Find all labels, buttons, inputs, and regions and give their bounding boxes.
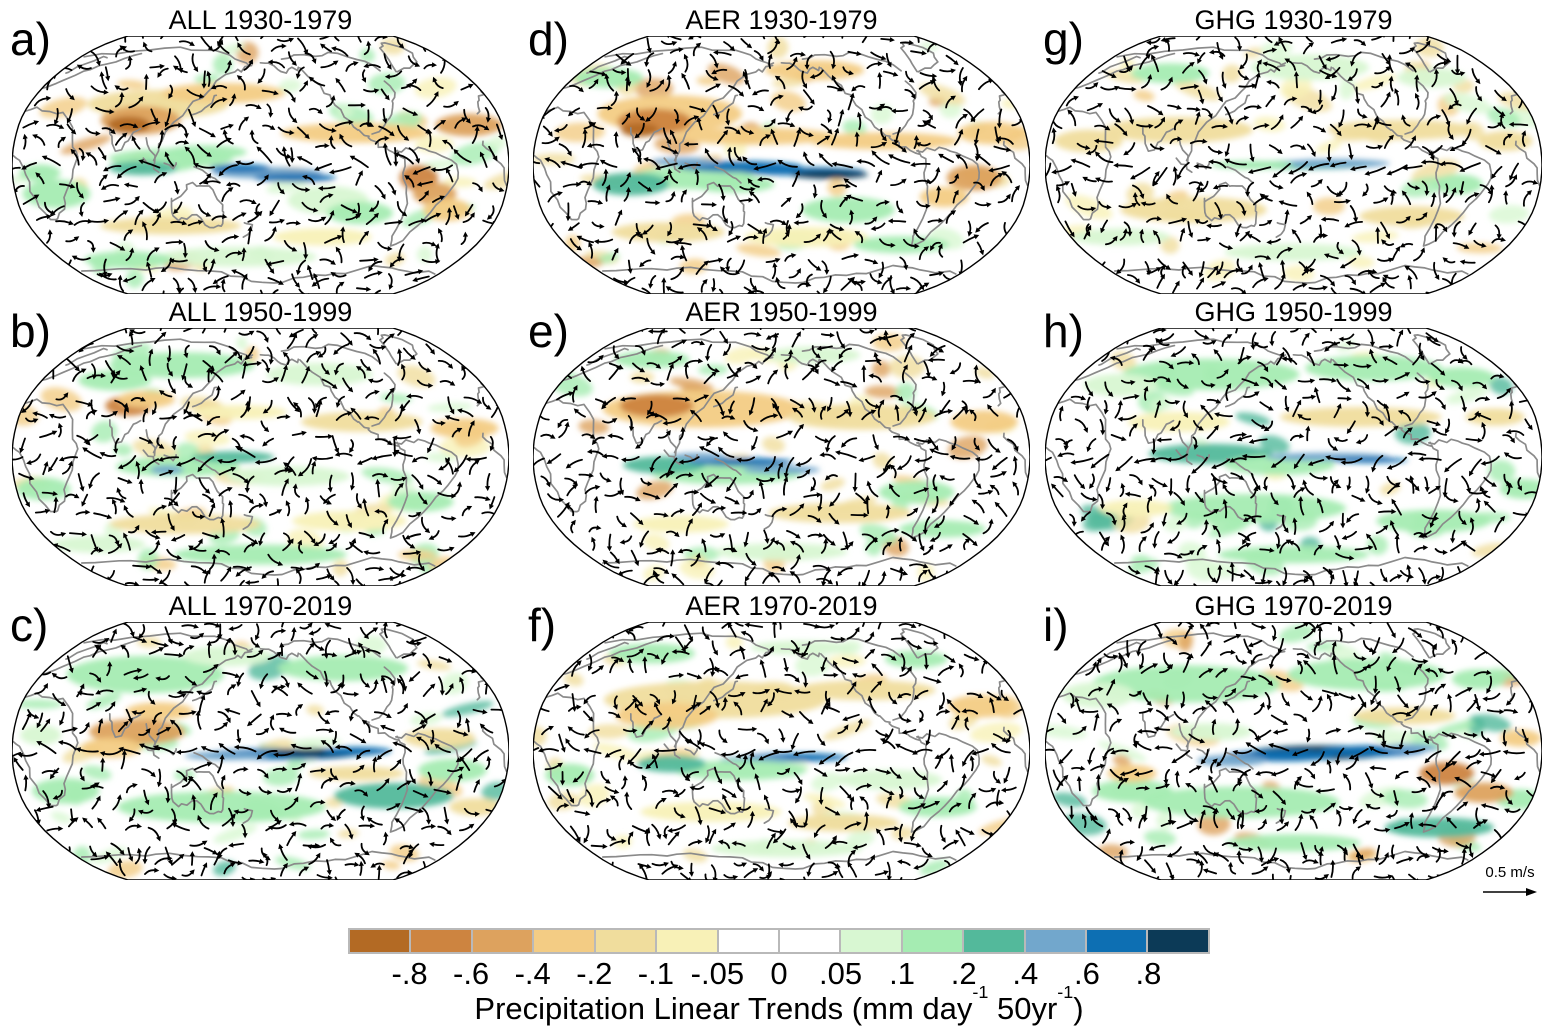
vector-scale-label: 0.5 m/s [1485, 864, 1535, 881]
colorbar-tick--.6: -.6 [453, 956, 490, 991]
colorbar-label: Precipitation Linear Trends (mm day-1 50… [248, 982, 1310, 1027]
panel-label-f: f) [528, 599, 557, 651]
map-c [12, 622, 509, 880]
wind-vectors [1045, 36, 1539, 294]
map-a [12, 36, 509, 294]
colorbar-tick-.05: .05 [819, 956, 863, 991]
colorbar-label-sup1: -1 [972, 981, 989, 1002]
map-b [12, 328, 509, 586]
vector-scale-arrow-icon [1483, 888, 1537, 896]
panel-title-g: GHG 1930-1979 [1194, 5, 1393, 35]
panel-label-g: g) [1043, 13, 1084, 65]
map-i [1045, 622, 1542, 880]
colorbar-tick-.6: .6 [1073, 956, 1100, 991]
wind-vectors [533, 622, 1030, 880]
colorbar-cell-10 [964, 930, 1024, 952]
panel-label-c: c) [10, 599, 49, 651]
vector-scale: 0.5 m/s [1464, 864, 1553, 897]
wind-vectors [12, 622, 509, 880]
colorbar-tick--.1: -.1 [637, 956, 674, 991]
wind-vectors [533, 328, 1026, 586]
panel-title-e: AER 1950-1999 [685, 297, 878, 327]
colorbar-tick-0: 0 [770, 956, 788, 991]
colorbar-cell-11 [1025, 930, 1086, 952]
colorbar-tick--.8: -.8 [391, 956, 428, 991]
colorbar-cell-2 [472, 930, 533, 952]
panel-title-a: ALL 1930-1979 [168, 5, 353, 35]
colorbar-cell-1 [411, 930, 471, 952]
colorbar-tick--.4: -.4 [514, 956, 551, 991]
colorbar-cell-5 [657, 930, 717, 952]
colorbar-cell-9 [902, 930, 963, 952]
colorbar-tick--.05: -.05 [690, 956, 745, 991]
panel-label-i: i) [1043, 599, 1069, 651]
colorbar-tick-.4: .4 [1012, 956, 1039, 991]
map-f [533, 622, 1030, 880]
colorbar-cell-12 [1087, 930, 1147, 952]
colorbar-cell-8 [841, 930, 901, 952]
colorbar-tick-.1: .1 [889, 956, 916, 991]
wind-vectors [1045, 328, 1542, 586]
map-h [1045, 328, 1542, 586]
panel-title-f: AER 1970-2019 [685, 591, 878, 621]
wind-vectors [12, 328, 501, 586]
panel-title-c: ALL 1970-2019 [168, 591, 353, 621]
wind-vectors [1045, 622, 1541, 880]
map-g [1045, 36, 1542, 294]
colorbar-ticks: -.8 -.6 -.4 -.2 -.1 -.05 0 .05 .1 .2 .4 .6 .8 [348, 956, 1210, 994]
colorbar-cell-6 [718, 930, 778, 952]
colorbar-label-text2: 50yr [988, 991, 1058, 1026]
colorbar-label-text3: ) [1073, 991, 1084, 1026]
colorbar-cell-3 [534, 930, 594, 952]
panel-title-i: GHG 1970-2019 [1194, 591, 1393, 621]
colorbar-tick-.8: .8 [1135, 956, 1162, 991]
map-e [533, 328, 1030, 586]
panel-title-b: ALL 1950-1999 [168, 297, 353, 327]
coastlines [1045, 628, 1541, 870]
colorbar-tick--.2: -.2 [576, 956, 613, 991]
panel-label-b: b) [10, 305, 51, 357]
panel-label-h: h) [1043, 305, 1084, 357]
colorbar-cell-7 [779, 930, 840, 952]
colorbar-cell-4 [595, 930, 656, 952]
coastlines [533, 42, 1029, 284]
wind-vectors [12, 36, 505, 294]
colorbar-cell-0 [350, 930, 410, 952]
colorbar [348, 928, 1210, 954]
colorbar-label-sup2: -1 [1057, 981, 1074, 1002]
panel-label-a: a) [10, 13, 51, 65]
colorbar-cell-13 [1148, 930, 1208, 952]
colorbar-tick-.2: .2 [950, 956, 977, 991]
panel-label-e: e) [528, 305, 569, 357]
wind-vectors [533, 36, 1025, 294]
panel-title-d: AER 1930-1979 [685, 5, 878, 35]
colorbar-label-text: Precipitation Linear Trends (mm day [474, 991, 973, 1026]
panel-title-h: GHG 1950-1999 [1194, 297, 1393, 327]
map-d [533, 36, 1030, 294]
panel-label-d: d) [528, 13, 569, 65]
